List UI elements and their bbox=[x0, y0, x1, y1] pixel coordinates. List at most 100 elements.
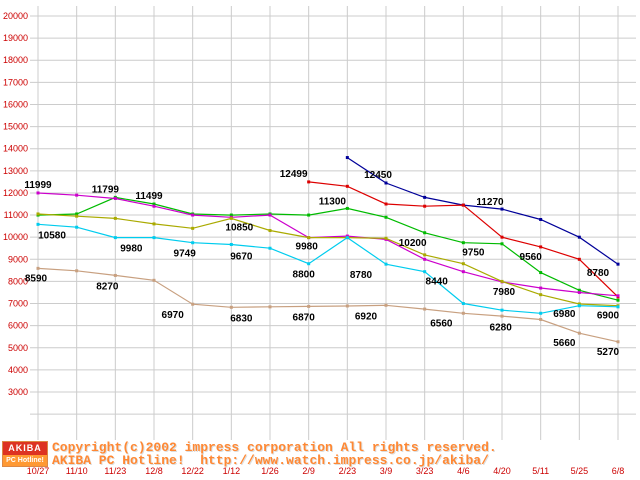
point-value-label: 8440 bbox=[426, 277, 449, 288]
point-value-label: 6830 bbox=[230, 313, 253, 324]
y-tick-label: 8000 bbox=[8, 276, 28, 286]
x-tick-label: 6/8 bbox=[612, 466, 625, 476]
data-point-marker bbox=[75, 212, 79, 216]
data-point-marker bbox=[268, 305, 272, 309]
data-point-marker bbox=[268, 246, 272, 250]
data-point-marker bbox=[539, 286, 543, 290]
grid-lines bbox=[30, 6, 636, 440]
point-value-label: 9750 bbox=[462, 248, 485, 259]
data-point-marker bbox=[500, 235, 504, 239]
data-point-marker bbox=[36, 212, 40, 216]
data-point-marker bbox=[345, 156, 349, 160]
data-point-marker bbox=[345, 234, 349, 238]
data-point-marker bbox=[345, 236, 349, 240]
point-value-label: 9670 bbox=[230, 251, 253, 262]
y-tick-label: 4000 bbox=[8, 365, 28, 375]
data-point-marker bbox=[75, 193, 79, 197]
x-tick-label: 2/23 bbox=[339, 466, 357, 476]
x-tick-label: 1/26 bbox=[261, 466, 279, 476]
data-point-marker bbox=[345, 304, 349, 308]
data-point-marker bbox=[500, 207, 504, 211]
data-point-marker bbox=[423, 257, 427, 261]
data-point-marker bbox=[461, 311, 465, 315]
point-value-label: 9980 bbox=[120, 244, 143, 255]
point-value-label: 8800 bbox=[293, 270, 316, 281]
data-point-marker bbox=[113, 273, 117, 277]
y-tick-label: 13000 bbox=[3, 166, 28, 176]
data-point-marker bbox=[577, 304, 581, 308]
data-point-marker bbox=[461, 241, 465, 245]
y-tick-label: 12000 bbox=[3, 188, 28, 198]
point-value-label: 5660 bbox=[553, 338, 576, 349]
x-tick-label: 11/23 bbox=[104, 466, 126, 476]
point-value-label: 11270 bbox=[476, 197, 504, 208]
x-tick-label: 1/12 bbox=[223, 466, 241, 476]
point-value-label: 7980 bbox=[493, 287, 516, 298]
point-value-label: 6920 bbox=[355, 311, 378, 322]
point-value-label: 10200 bbox=[399, 238, 427, 249]
data-point-marker bbox=[268, 229, 272, 233]
data-point-marker bbox=[191, 241, 195, 245]
data-point-marker bbox=[461, 302, 465, 306]
data-point-marker bbox=[307, 180, 311, 184]
data-point-marker bbox=[461, 203, 465, 207]
data-point-marker bbox=[36, 266, 40, 270]
x-axis-labels: 10/27 11/10 11/23 12/8 12/22 1/12 1/26 2/9 2/23 3… bbox=[27, 466, 625, 476]
data-point-marker bbox=[423, 253, 427, 257]
point-value-label: 6280 bbox=[490, 322, 513, 333]
data-point-marker bbox=[423, 307, 427, 311]
x-tick-label: 5/11 bbox=[532, 466, 549, 476]
data-point-marker bbox=[577, 302, 581, 306]
point-value-label: 12499 bbox=[280, 169, 308, 180]
y-tick-label: 3000 bbox=[8, 387, 28, 397]
point-value-label: 5270 bbox=[597, 347, 620, 358]
data-point-marker bbox=[500, 314, 504, 318]
data-point-marker bbox=[539, 217, 543, 221]
data-point-marker bbox=[229, 242, 233, 246]
data-point-marker bbox=[152, 222, 156, 226]
data-point-marker bbox=[577, 290, 581, 294]
data-point-marker bbox=[152, 204, 156, 208]
x-tick-label: 12/22 bbox=[181, 466, 204, 476]
x-tick-label: 4/6 bbox=[457, 466, 470, 476]
x-tick-label: 12/8 bbox=[145, 466, 163, 476]
point-value-label: 6980 bbox=[553, 309, 576, 320]
x-tick-label: 5/25 bbox=[571, 466, 589, 476]
series-tan bbox=[36, 266, 620, 344]
data-point-marker bbox=[500, 308, 504, 312]
data-point-marker bbox=[577, 288, 581, 292]
point-value-labels: 11999 10580 11799 11499 9980 9749 10850 9670 859… bbox=[24, 169, 619, 358]
data-point-marker bbox=[113, 196, 117, 200]
data-point-marker bbox=[75, 225, 79, 229]
data-point-marker bbox=[423, 270, 427, 274]
data-point-marker bbox=[307, 236, 311, 240]
y-tick-label: 20000 bbox=[3, 11, 28, 21]
point-value-label: 9560 bbox=[520, 252, 543, 263]
data-point-marker bbox=[539, 245, 543, 249]
data-point-marker bbox=[577, 235, 581, 239]
data-point-marker bbox=[113, 236, 117, 240]
data-point-marker bbox=[307, 213, 311, 217]
data-point-marker bbox=[307, 304, 311, 308]
data-point-marker bbox=[229, 213, 233, 217]
point-value-label: 6870 bbox=[293, 312, 316, 323]
data-point-marker bbox=[384, 215, 388, 219]
point-value-label: 9749 bbox=[174, 249, 197, 260]
data-point-marker bbox=[36, 222, 40, 226]
y-tick-label: 15000 bbox=[3, 122, 28, 132]
data-point-marker bbox=[539, 293, 543, 297]
x-tick-label: 11/10 bbox=[66, 466, 88, 476]
point-value-label: 8270 bbox=[96, 281, 119, 292]
data-point-marker bbox=[539, 271, 543, 275]
x-tick-label: 3/9 bbox=[380, 466, 393, 476]
y-tick-label: 5000 bbox=[8, 343, 28, 353]
y-tick-label: 7000 bbox=[8, 299, 28, 309]
y-tick-label: 6000 bbox=[8, 321, 28, 331]
y-tick-label: 14000 bbox=[3, 144, 28, 154]
y-tick-label: 9000 bbox=[8, 254, 28, 264]
x-tick-label: 4/20 bbox=[493, 466, 511, 476]
data-point-marker bbox=[384, 181, 388, 185]
point-value-label: 12450 bbox=[364, 170, 392, 181]
y-tick-label: 10000 bbox=[3, 232, 28, 242]
